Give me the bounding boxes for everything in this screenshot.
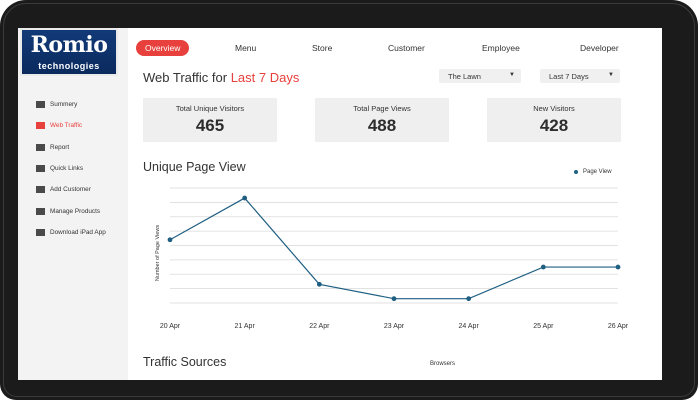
tab-developer[interactable]: Developer bbox=[580, 43, 619, 53]
screen: Romio technologies Summery Web Traffic R… bbox=[18, 28, 662, 380]
data-point[interactable] bbox=[466, 296, 472, 302]
tab-overview[interactable]: Overview bbox=[136, 40, 190, 56]
stat-card-unique-visitors: Total Unique Visitors 465 bbox=[143, 98, 277, 142]
square-icon bbox=[36, 143, 45, 151]
sidebar-item-label: Report bbox=[50, 143, 70, 151]
sidebar-item-manage-products[interactable]: Manage Products bbox=[36, 200, 106, 221]
line-chart: 20 Apr 21 Apr 22 Apr 23 Apr 24 Apr 25 Apr 26 A… bbox=[160, 187, 629, 330]
range-select-value: Last 7 Days bbox=[549, 71, 589, 81]
tab-customer[interactable]: Customer bbox=[388, 43, 425, 53]
x-tick-label: 24 Apr bbox=[459, 323, 480, 330]
sidebar-item-label: Web Traffic bbox=[50, 122, 83, 130]
x-tick-label: 20 Apr bbox=[160, 323, 181, 330]
top-nav: Overview Menu Store Customer Employee De… bbox=[136, 40, 662, 58]
sidebar-item-label: Manage Products bbox=[50, 207, 101, 215]
data-point[interactable] bbox=[242, 195, 248, 201]
legend-dot-icon bbox=[574, 170, 578, 174]
square-icon bbox=[36, 122, 45, 130]
stat-value: 465 bbox=[195, 116, 225, 135]
stat-value: 428 bbox=[539, 116, 569, 135]
legend-label: Page View bbox=[583, 169, 612, 175]
stat-label: Total Unique Visitors bbox=[175, 104, 245, 113]
sidebar-item-label: Download iPad App bbox=[50, 228, 106, 236]
data-point[interactable] bbox=[615, 264, 621, 270]
stat-value: 488 bbox=[367, 116, 397, 135]
x-tick-label: 26 Apr bbox=[608, 323, 629, 330]
square-icon bbox=[36, 186, 45, 194]
stat-label: New Visitors bbox=[533, 104, 575, 113]
data-point[interactable] bbox=[391, 296, 397, 302]
sidebar-item-web-traffic[interactable]: Web Traffic bbox=[36, 115, 106, 136]
chart-title: Unique Page View bbox=[143, 160, 246, 174]
square-icon bbox=[36, 165, 45, 173]
data-point[interactable] bbox=[167, 237, 173, 243]
sidebar-item-label: Summery bbox=[50, 101, 78, 109]
browsers-label: Browsers bbox=[430, 361, 456, 367]
x-tick-label: 25 Apr bbox=[533, 323, 554, 330]
x-tick-label: 22 Apr bbox=[309, 323, 330, 330]
location-select[interactable]: The Lawn ▼ bbox=[439, 69, 521, 83]
sidebar-item-quick-links[interactable]: Quick Links bbox=[36, 158, 106, 179]
sidebar-item-label: Quick Links bbox=[50, 165, 84, 173]
chevron-down-icon: ▼ bbox=[608, 72, 614, 78]
square-icon bbox=[36, 101, 45, 109]
traffic-sources-title: Traffic Sources bbox=[143, 355, 227, 369]
tab-menu[interactable]: Menu bbox=[235, 43, 257, 53]
page-title: Web Traffic for Last 7 Days bbox=[143, 70, 299, 85]
sidebar-item-summery[interactable]: Summery bbox=[36, 94, 106, 115]
square-icon bbox=[36, 207, 45, 215]
stat-card-page-views: Total Page Views 488 bbox=[315, 98, 449, 142]
tab-store[interactable]: Store bbox=[312, 43, 333, 53]
sidebar-item-report[interactable]: Report bbox=[36, 137, 106, 158]
location-select-value: The Lawn bbox=[448, 71, 481, 81]
chevron-down-icon: ▼ bbox=[509, 72, 515, 78]
sidebar: Romio technologies Summery Web Traffic R… bbox=[18, 28, 128, 380]
sidebar-item-label: Add Customer bbox=[50, 186, 91, 194]
tab-employee[interactable]: Employee bbox=[482, 43, 520, 53]
sidebar-item-add-customer[interactable]: Add Customer bbox=[36, 179, 106, 200]
chart-legend: Page View bbox=[574, 169, 612, 175]
page-title-prefix: Web Traffic for bbox=[143, 70, 228, 85]
range-select[interactable]: Last 7 Days ▼ bbox=[540, 69, 620, 83]
logo[interactable]: Romio technologies bbox=[20, 28, 118, 76]
data-point[interactable] bbox=[316, 281, 322, 287]
logo-main: Romio bbox=[30, 32, 108, 58]
sidebar-nav: Summery Web Traffic Report Quick Links A… bbox=[36, 94, 106, 243]
page-title-accent: Last 7 Days bbox=[230, 70, 300, 85]
sidebar-item-download-ipad-app[interactable]: Download iPad App bbox=[36, 222, 106, 243]
data-point[interactable] bbox=[540, 264, 546, 270]
square-icon bbox=[36, 228, 45, 236]
series-line bbox=[169, 197, 618, 300]
logo-sub: technologies bbox=[38, 61, 100, 71]
stat-label: Total Page Views bbox=[353, 104, 411, 113]
stat-card-new-visitors: New Visitors 428 bbox=[487, 98, 621, 142]
x-tick-label: 21 Apr bbox=[235, 323, 256, 330]
x-tick-label: 23 Apr bbox=[384, 323, 405, 330]
